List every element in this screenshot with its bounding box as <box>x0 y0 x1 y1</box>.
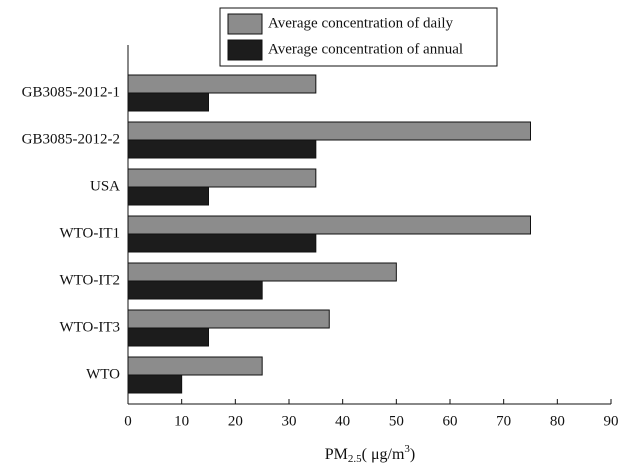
x-tick-label: 90 <box>604 413 619 429</box>
x-tick-label: 10 <box>174 413 189 429</box>
x-tick-label: 60 <box>443 413 458 429</box>
x-tick-label: 20 <box>228 413 243 429</box>
bar <box>127 92 209 112</box>
bar <box>127 356 263 376</box>
x-label-part: PM <box>325 446 348 463</box>
bar <box>127 327 209 347</box>
x-tick-label: 70 <box>496 413 511 429</box>
x-tick-label: 80 <box>550 413 565 429</box>
legend-label: Average concentration of annual <box>268 41 463 57</box>
y-tick-label: GB3085-2012-2 <box>22 131 120 147</box>
x-label-sup: 3 <box>404 443 410 455</box>
x-tick-label: 40 <box>335 413 350 429</box>
x-tick-label: 30 <box>282 413 297 429</box>
y-tick-label: WTO <box>86 366 120 382</box>
y-tick-label: WTO-IT3 <box>59 319 120 335</box>
bar <box>127 186 209 206</box>
x-label-part: ( μg/m <box>362 446 405 463</box>
bar <box>127 374 183 394</box>
bar <box>127 262 397 282</box>
y-tick-label: USA <box>90 178 120 194</box>
x-tick-label: 0 <box>124 413 132 429</box>
legend-swatch <box>227 13 263 35</box>
bar <box>127 168 317 188</box>
y-tick-label: GB3085-2012-1 <box>22 84 120 100</box>
legend-swatch <box>227 39 263 61</box>
x-tick-label: 50 <box>389 413 404 429</box>
x-label-sub: 2.5 <box>348 453 362 465</box>
y-tick-label: WTO-IT2 <box>59 272 120 288</box>
legend-box <box>219 7 498 67</box>
bar <box>127 139 317 159</box>
bar <box>127 121 531 141</box>
x-label-part: ) <box>410 446 415 463</box>
bar <box>127 215 531 235</box>
bar <box>127 309 330 329</box>
x-axis-label: PM2.5( μg/m3) <box>325 443 416 465</box>
bar <box>127 233 317 253</box>
bar <box>127 74 317 94</box>
bar <box>127 280 263 300</box>
y-tick-label: WTO-IT1 <box>59 225 120 241</box>
legend-label: Average concentration of daily <box>268 15 454 31</box>
